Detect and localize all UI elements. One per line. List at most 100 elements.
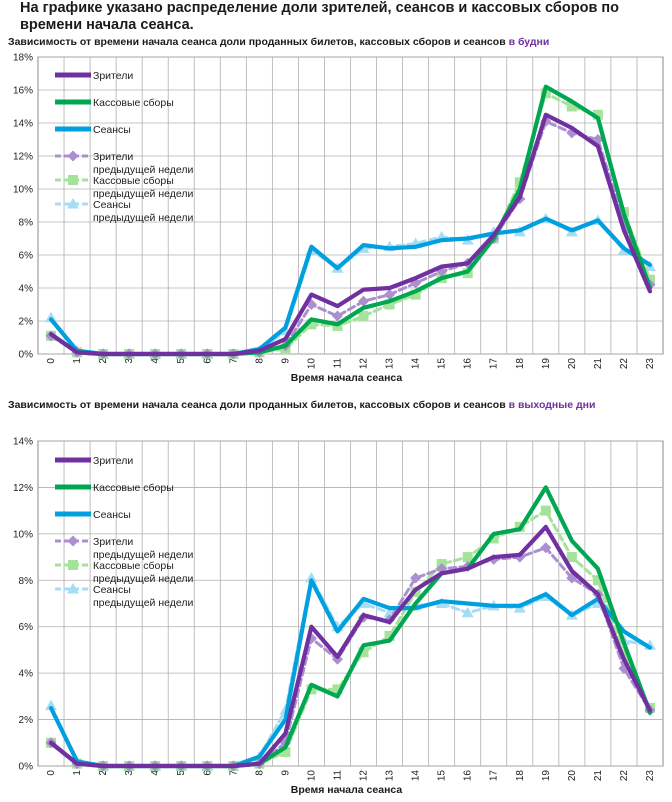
x-tick-label: 21	[593, 358, 604, 370]
x-tick-label: 4	[150, 770, 161, 776]
y-tick-label: 0%	[19, 762, 34, 773]
x-tick-label: 2	[98, 770, 109, 776]
chart-title-weekday-highlight: в будни	[508, 36, 550, 48]
y-tick-label: 2%	[19, 715, 34, 726]
chart-title-weekend: Зависимость от времени начала сеанса дол…	[8, 399, 595, 411]
x-tick-label: 12	[359, 770, 370, 782]
legend-label: предыдущей недели	[93, 212, 193, 224]
x-tick-label: 18	[515, 358, 526, 370]
legend-marker	[67, 583, 79, 594]
x-tick-label: 22	[619, 358, 630, 370]
legend-item-viewers: Зрители	[55, 70, 133, 82]
x-tick-label: 13	[385, 358, 396, 370]
x-tick-label: 8	[254, 770, 265, 776]
data-point	[410, 289, 421, 300]
legend-label: Сеансы	[93, 584, 131, 596]
x-tick-label: 15	[437, 770, 448, 782]
data-point	[305, 571, 318, 583]
legend-label: предыдущей недели	[93, 597, 193, 609]
x-tick-label: 20	[567, 770, 578, 782]
x-tick-label: 1	[72, 358, 83, 364]
series-line-viewers	[48, 112, 653, 357]
y-tick-label: 0%	[19, 350, 34, 361]
data-point	[566, 552, 577, 563]
data-point	[306, 319, 317, 330]
x-tick-label: 16	[463, 358, 474, 370]
y-tick-label: 10%	[13, 185, 33, 196]
x-tick-label: 21	[593, 770, 604, 782]
legend-marker	[68, 175, 78, 185]
x-tick-label: 1	[72, 770, 83, 776]
legend-label: Зрители	[93, 151, 133, 163]
page-title: На графике указано распределение доли зр…	[20, 0, 620, 33]
x-tick-label: 3	[124, 770, 135, 776]
x-tick-label: 11	[332, 358, 343, 369]
legend-item-sessions: Сеансы	[55, 124, 131, 136]
legend-label: предыдущей недели	[93, 549, 193, 561]
x-tick-label: 15	[437, 358, 448, 370]
legend-label: Зрители	[93, 536, 133, 548]
legend-item-sessions: Сеансы	[55, 509, 131, 521]
legend-marker	[67, 535, 79, 547]
x-tick-label: 6	[202, 358, 213, 364]
data-point	[384, 631, 395, 641]
x-tick-label: 9	[280, 770, 291, 776]
x-tick-label: 19	[541, 770, 552, 782]
x-tick-label: 0	[46, 358, 57, 364]
data-point	[45, 699, 58, 711]
series-viewers	[48, 524, 653, 769]
x-tick-label: 7	[228, 770, 239, 776]
y-tick-label: 14%	[13, 119, 33, 130]
y-tick-label: 8%	[19, 218, 34, 229]
chart-title-weekend-highlight: в выходные дни	[508, 399, 596, 411]
series-viewers	[48, 112, 653, 357]
legend-label: предыдущей недели	[93, 188, 193, 200]
chart-title-weekday-text: Зависимость от времени начала сеанса дол…	[8, 36, 506, 48]
x-tick-label: 19	[541, 358, 552, 370]
weekend-chart: 0%2%4%6%8%10%12%14%0 1 2 3 4 5 6 7 8 9 10 11 12 13 14 1…	[13, 437, 664, 796]
series-line-viewers	[48, 524, 653, 769]
data-point	[358, 311, 369, 322]
x-tick-label: 9	[280, 358, 291, 364]
x-tick-label: 23	[645, 770, 656, 782]
y-tick-label: 12%	[13, 152, 33, 163]
legend-marker	[67, 150, 79, 162]
x-tick-label: 20	[567, 358, 578, 370]
data-point	[566, 127, 578, 139]
legend-label: Кассовые сборы	[93, 560, 174, 572]
legend-marker	[67, 198, 79, 209]
data-point	[45, 311, 58, 323]
data-point	[488, 533, 499, 544]
legend-item-box-office: Кассовые сборы	[55, 482, 174, 494]
y-tick-label: 12%	[13, 483, 33, 494]
x-tick-label: 7	[228, 358, 239, 364]
data-point	[280, 747, 291, 758]
legend-item-viewers: Зрители	[55, 455, 133, 467]
y-tick-label: 6%	[19, 251, 34, 262]
data-point	[461, 606, 474, 618]
x-tick-label: 4	[150, 358, 161, 364]
x-tick-label: 18	[515, 770, 526, 782]
y-tick-label: 14%	[13, 437, 33, 448]
legend-label: Зрители	[93, 70, 133, 82]
y-tick-label: 4%	[19, 669, 34, 680]
y-tick-label: 8%	[19, 576, 34, 587]
weekday-chart: 0%2%4%6%8%10%12%14%16%18%0 1 2 3 4 5 6 7 8 9 10 11 1…	[13, 53, 664, 384]
x-tick-label: 10	[306, 770, 317, 782]
y-tick-label: 18%	[13, 53, 33, 64]
chart-title-weekend-text: Зависимость от времени начала сеанса дол…	[8, 399, 506, 411]
legend-label: Кассовые сборы	[93, 97, 174, 109]
x-tick-label: 5	[176, 358, 187, 364]
data-point	[592, 109, 603, 120]
data-point	[410, 572, 422, 584]
chart-title-weekday: Зависимость от времени начала сеанса дол…	[8, 36, 549, 48]
x-tick-label: 16	[463, 770, 474, 782]
legend-label: Сеансы	[93, 509, 131, 521]
